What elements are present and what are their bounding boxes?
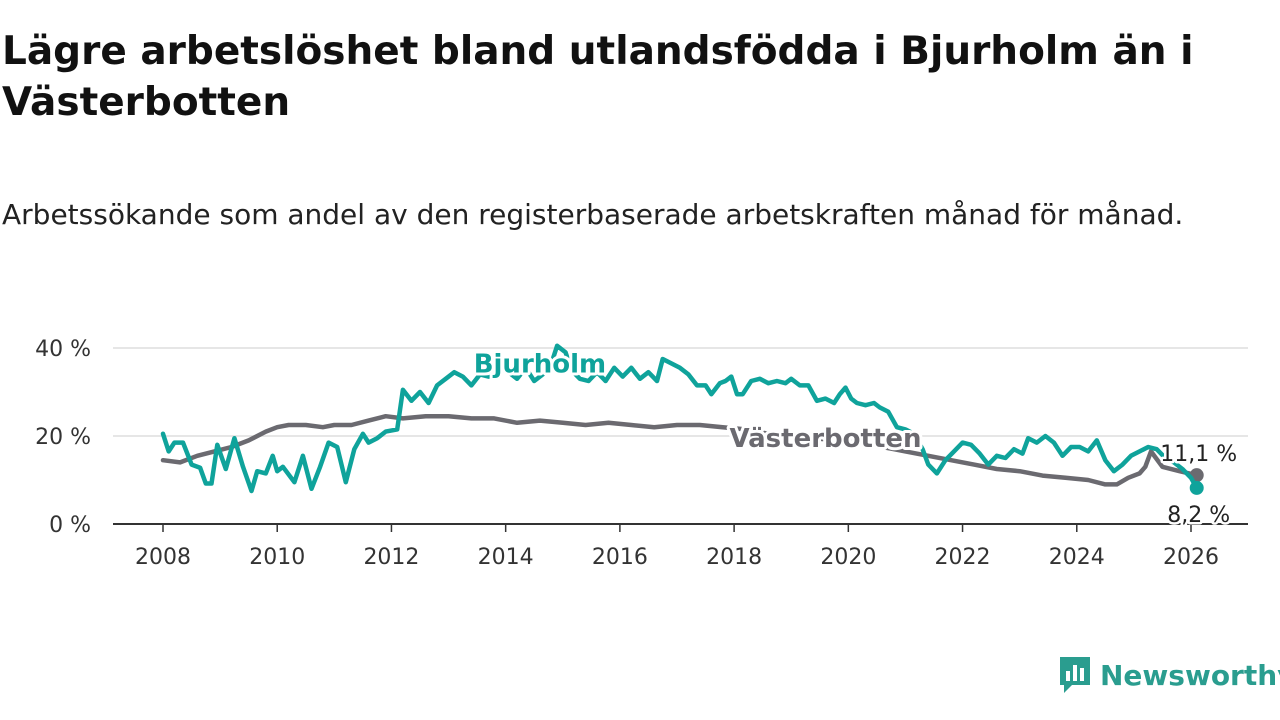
series-label-bjurholm: Bjurholm — [474, 349, 606, 379]
x-tick-label: 2016 — [592, 545, 648, 570]
x-tick-label: 2022 — [935, 545, 991, 570]
y-tick-label: 20 % — [35, 425, 91, 450]
x-tick-label: 2008 — [135, 545, 191, 570]
x-tick-label: 2024 — [1049, 545, 1105, 570]
x-tick-label: 2020 — [820, 545, 876, 570]
chart-title: Lägre arbetslöshet bland utlandsfödda i … — [2, 29, 1194, 125]
series-label-vasterbotten: Västerbotten — [729, 424, 921, 454]
line-chart: 0 % 20 % 40 % 2008 2010 2012 2014 2016 2018 2020… — [35, 337, 1248, 570]
y-tick-label: 0 % — [49, 513, 91, 538]
newsworthy-logo: Newsworthy — [1058, 654, 1280, 696]
end-value-label-bjurholm: 8,2 % — [1167, 503, 1230, 528]
x-tick-label: 2012 — [363, 545, 419, 570]
gridlines — [113, 347, 1248, 437]
x-tick-label: 2014 — [478, 545, 534, 570]
series-labels: Bjurholm Västerbotten 8,2 % 11,1 % — [471, 346, 1240, 530]
newsworthy-logo-text: Newsworthy — [1100, 658, 1280, 692]
x-tick-label: 2018 — [706, 545, 762, 570]
series-end-point-bjurholm — [1189, 480, 1204, 495]
newsworthy-logo-icon — [1060, 657, 1090, 693]
y-tick-label: 40 % — [35, 337, 91, 362]
end-value-label-vasterbotten: 11,1 % — [1160, 442, 1237, 467]
x-axis: 2008 2010 2012 2014 2016 2018 2020 2022 2024 2026 — [113, 523, 1248, 570]
x-tick-label: 2010 — [249, 545, 305, 570]
chart-subtitle: Arbetssökande som andel av den registerb… — [2, 198, 1184, 231]
y-axis: 0 % 20 % 40 % — [35, 337, 91, 538]
series-lines — [160, 343, 1204, 495]
x-tick-label: 2026 — [1163, 545, 1219, 570]
series-line-vasterbotten — [160, 413, 1199, 487]
series-line-bjurholm — [160, 343, 1199, 494]
